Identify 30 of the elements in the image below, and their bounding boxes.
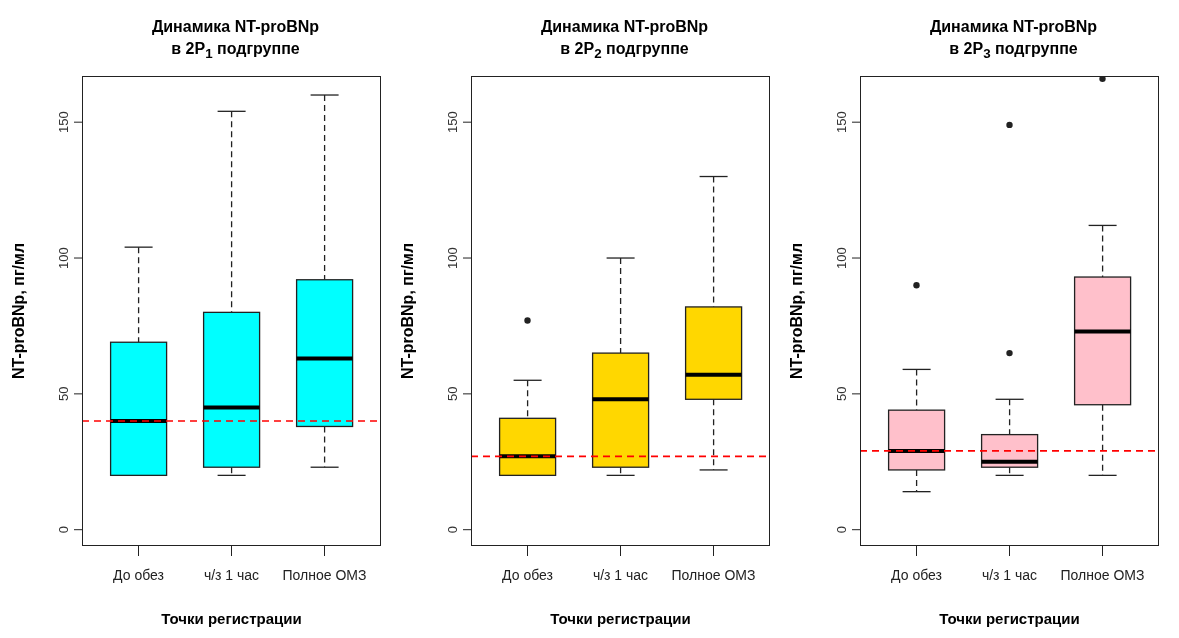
y-tick-label: 100 <box>56 247 71 269</box>
x-axis-title: Точки регистрации <box>161 610 302 627</box>
y-tick-label: 100 <box>445 247 460 269</box>
chart-title: Динамика NT-proBNp в 2P$_{3}$ подгруппе <box>928 17 1099 64</box>
chart-title: Динамика NT-proBNp в 2P$_{2}$ подгруппе <box>539 17 710 64</box>
x-tick-label: До обез <box>502 566 553 583</box>
y-tick-label: 0 <box>445 526 460 534</box>
y-tick-label: 50 <box>445 386 460 402</box>
x-axis-title: Точки регистрации <box>939 610 1080 627</box>
y-tick-label: 50 <box>56 386 71 402</box>
y-tick-label: 0 <box>56 526 71 534</box>
y-axis-title: NT-proBNp, пг/мл <box>398 242 416 380</box>
x-tick-label: ч/з 1 час <box>592 566 649 583</box>
x-axis-title: Точки регистрации <box>550 610 691 627</box>
y-axis-title: NT-proBNp, пг/мл <box>787 242 805 380</box>
y-tick-label: 100 <box>834 247 849 269</box>
y-tick-label: 150 <box>834 111 849 134</box>
y-tick-label: 150 <box>56 111 71 134</box>
y-axis-title: NT-proBNp, пг/мл <box>9 242 27 380</box>
x-tick-label: ч/з 1 час <box>203 566 260 583</box>
x-tick-label: ч/з 1 час <box>981 566 1038 583</box>
y-tick-label: 150 <box>445 111 460 134</box>
x-tick-label: Полное ОМЗ <box>1060 566 1145 583</box>
y-tick-label: 0 <box>834 526 849 534</box>
y-tick-label: 50 <box>834 386 849 402</box>
x-tick-label: Полное ОМЗ <box>282 566 367 583</box>
chart-title: Динамика NT-proBNp в 2P$_{1}$ подгруппе <box>150 17 321 64</box>
x-tick-label: Полное ОМЗ <box>671 566 756 583</box>
x-tick-label: До обез <box>891 566 942 583</box>
x-tick-label: До обез <box>113 566 164 583</box>
